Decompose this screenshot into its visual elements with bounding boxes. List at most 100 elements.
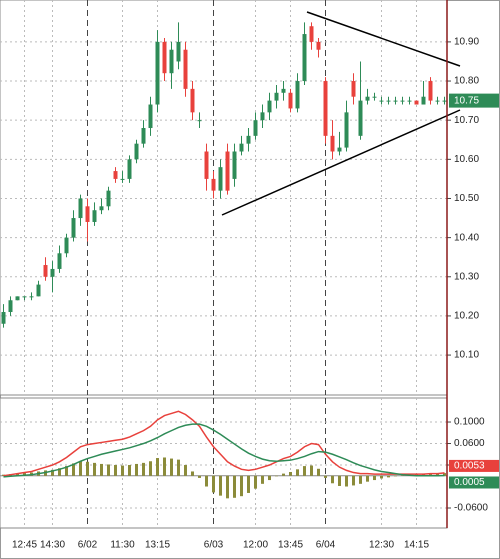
candle-body	[134, 143, 139, 160]
histogram-bar	[142, 462, 145, 476]
candle-body	[428, 81, 433, 101]
candle-body	[351, 81, 356, 97]
candle-body	[274, 92, 279, 101]
candle-body	[435, 100, 440, 102]
candle-body	[358, 100, 363, 136]
candle-body	[288, 92, 293, 109]
x-tick-label: 13:45	[278, 540, 303, 551]
histogram-bar	[268, 475, 271, 481]
y-tick-label: -0.0600	[454, 503, 488, 514]
histogram-bar	[23, 473, 26, 476]
candle-body	[183, 49, 188, 89]
histogram-bar	[198, 475, 201, 478]
histogram-bar	[317, 468, 320, 476]
histogram-bar	[79, 461, 82, 476]
last-value-label: 0.0005	[454, 477, 485, 488]
histogram-bar	[149, 461, 152, 476]
y-tick-label: 10.40	[454, 232, 479, 243]
histogram-bar	[296, 469, 299, 476]
histogram-bar	[282, 473, 285, 476]
y-tick-label: 10.70	[454, 115, 479, 126]
candle-body	[323, 81, 328, 136]
candle-body	[120, 178, 125, 180]
histogram-bar	[303, 466, 306, 476]
y-tick-label: 10.30	[454, 271, 479, 282]
x-tick-label: 12:30	[369, 540, 394, 551]
candle-body	[176, 41, 181, 62]
candle-body	[190, 88, 195, 113]
y-tick-label: 0.0600	[454, 438, 485, 449]
histogram-bar	[72, 463, 75, 476]
histogram-bar	[170, 458, 173, 476]
candle-body	[246, 135, 251, 144]
candle-body	[393, 100, 398, 102]
x-tick-label: 12:00	[243, 540, 268, 551]
histogram-bar	[107, 464, 110, 476]
histogram-bar	[422, 474, 425, 476]
candle-body	[295, 81, 300, 109]
histogram-bar	[240, 475, 243, 497]
candle-body	[316, 41, 321, 50]
candle-body	[400, 100, 405, 102]
candle-body	[155, 41, 160, 105]
candle-body	[197, 120, 202, 122]
x-tick-label: 12:45	[12, 540, 37, 551]
candle-body	[407, 100, 412, 102]
candle-body	[50, 268, 55, 277]
candle-body	[267, 100, 272, 113]
histogram-bar	[226, 475, 229, 499]
histogram-bar	[289, 472, 292, 476]
x-tick-label: 13:15	[145, 540, 170, 551]
candle-body	[337, 147, 342, 152]
histogram-bar	[205, 475, 208, 487]
histogram-bar	[233, 475, 236, 498]
candle-body	[85, 206, 90, 222]
candle-body	[302, 34, 307, 82]
candle-body	[1, 312, 6, 324]
x-tick-label: 14:30	[40, 540, 65, 551]
candle-body	[169, 49, 174, 74]
histogram-bar	[86, 461, 89, 476]
candle-body	[330, 135, 335, 152]
candle-body	[386, 100, 391, 102]
x-tick-label: 6/04	[316, 540, 336, 551]
histogram-bar	[114, 465, 117, 476]
histogram-bar	[184, 465, 187, 476]
candle-body	[344, 112, 349, 148]
histogram-bar	[387, 475, 390, 478]
histogram-bar	[345, 475, 348, 487]
candle-body	[414, 100, 419, 105]
histogram-bar	[338, 475, 341, 486]
macd-line	[3, 423, 445, 478]
x-tick-label: 6/02	[78, 540, 98, 551]
last-value-box	[449, 476, 499, 489]
macd-line	[3, 410, 445, 477]
candle-body	[365, 96, 370, 101]
candle-body	[309, 26, 314, 42]
candle-body	[211, 178, 216, 191]
candle-body	[127, 159, 132, 179]
histogram-bar	[65, 466, 68, 476]
histogram-bar	[261, 475, 264, 484]
histogram-bar	[128, 465, 131, 476]
candle-body	[92, 210, 97, 222]
candle-body	[106, 190, 111, 207]
last-value-box	[449, 459, 499, 472]
last-price-label: 10.75	[454, 95, 479, 106]
histogram-bar	[310, 465, 313, 476]
candle-body	[204, 151, 209, 179]
candle-body	[141, 128, 146, 144]
y-tick-label: 10.10	[454, 350, 479, 361]
x-tick-label: 11:30	[110, 540, 135, 551]
candle-body	[260, 112, 265, 121]
histogram-bar	[156, 458, 159, 476]
y-tick-label: 10.50	[454, 193, 479, 204]
candle-body	[71, 218, 76, 238]
y-tick-label: 10.60	[454, 154, 479, 165]
histogram-bar	[212, 475, 215, 493]
candle-body	[36, 284, 41, 297]
candle-body	[15, 296, 20, 301]
histogram-bar	[401, 475, 404, 476]
candle-body	[57, 253, 62, 269]
